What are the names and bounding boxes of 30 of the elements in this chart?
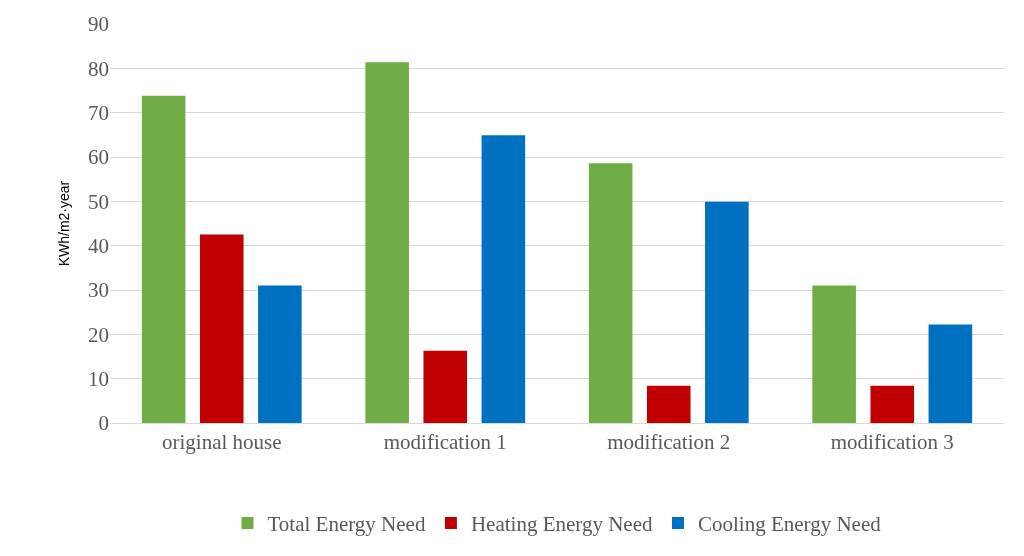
y-tick-label: 50 <box>88 189 109 214</box>
legend-label: Heating Energy Need <box>470 512 653 537</box>
bar <box>812 285 856 423</box>
bar <box>870 385 915 423</box>
legend-label: Total Energy Need <box>267 512 426 537</box>
y-tick-label: 80 <box>88 56 109 81</box>
x-tick-label: original house <box>161 430 282 455</box>
y-tick-label: 70 <box>88 101 109 126</box>
bar <box>423 350 468 423</box>
bar <box>481 135 526 423</box>
bar <box>258 285 302 423</box>
y-tick-label: 0 <box>98 411 109 436</box>
bar <box>199 234 244 423</box>
y-tick-label: 40 <box>88 234 109 259</box>
bar <box>365 62 409 423</box>
legend-label: Cooling Energy Need <box>697 512 882 537</box>
bar <box>705 201 749 423</box>
y-tick-label: 30 <box>88 278 109 303</box>
bar <box>588 163 633 423</box>
bar <box>141 95 186 423</box>
y-tick-label: 60 <box>88 145 109 170</box>
y-axis-title: KWh/m2·year <box>55 180 72 267</box>
y-tick-label: 90 <box>88 12 109 37</box>
y-tick-label: 10 <box>88 367 109 392</box>
bar <box>646 385 691 423</box>
y-tick-label: 20 <box>88 322 109 347</box>
bar <box>928 324 973 423</box>
x-tick-label: modification 3 <box>830 430 954 455</box>
x-tick-label: modification 2 <box>607 430 731 455</box>
x-tick-label: modification 1 <box>383 430 507 455</box>
